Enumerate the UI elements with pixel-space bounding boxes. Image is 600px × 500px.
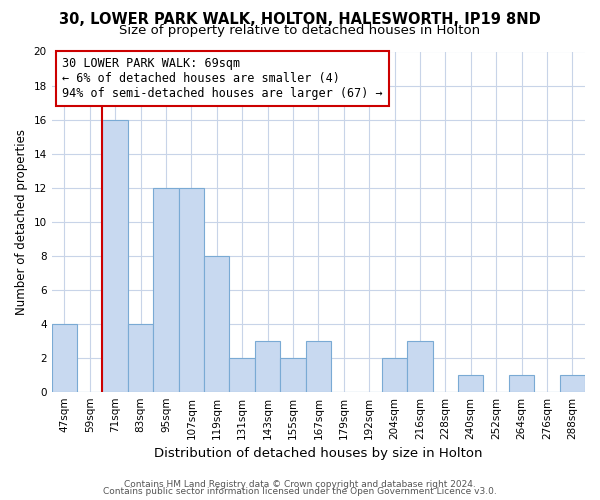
Bar xyxy=(255,340,280,392)
Y-axis label: Number of detached properties: Number of detached properties xyxy=(15,128,28,314)
Bar xyxy=(204,256,229,392)
Bar xyxy=(229,358,255,392)
X-axis label: Distribution of detached houses by size in Holton: Distribution of detached houses by size … xyxy=(154,447,482,460)
Text: Size of property relative to detached houses in Holton: Size of property relative to detached ho… xyxy=(119,24,481,37)
Bar xyxy=(560,374,585,392)
Bar xyxy=(305,340,331,392)
Bar xyxy=(103,120,128,392)
Bar xyxy=(280,358,305,392)
Bar xyxy=(382,358,407,392)
Text: Contains public sector information licensed under the Open Government Licence v3: Contains public sector information licen… xyxy=(103,487,497,496)
Text: 30 LOWER PARK WALK: 69sqm
← 6% of detached houses are smaller (4)
94% of semi-de: 30 LOWER PARK WALK: 69sqm ← 6% of detach… xyxy=(62,56,383,100)
Text: Contains HM Land Registry data © Crown copyright and database right 2024.: Contains HM Land Registry data © Crown c… xyxy=(124,480,476,489)
Bar xyxy=(128,324,153,392)
Text: 30, LOWER PARK WALK, HOLTON, HALESWORTH, IP19 8ND: 30, LOWER PARK WALK, HOLTON, HALESWORTH,… xyxy=(59,12,541,28)
Bar xyxy=(509,374,534,392)
Bar xyxy=(52,324,77,392)
Bar xyxy=(458,374,484,392)
Bar xyxy=(153,188,179,392)
Bar xyxy=(407,340,433,392)
Bar xyxy=(179,188,204,392)
